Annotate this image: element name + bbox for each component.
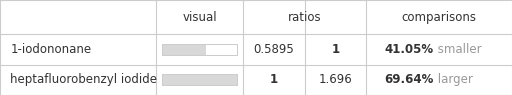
Bar (162, 74, 237, 85)
Text: ratios: ratios (288, 11, 322, 24)
Text: visual: visual (182, 11, 217, 24)
Text: 0.5895: 0.5895 (253, 43, 294, 56)
Text: smaller: smaller (434, 43, 482, 56)
Text: comparisons: comparisons (401, 11, 477, 24)
Text: 1-iodononane: 1-iodononane (10, 43, 91, 56)
Bar (162, 44, 237, 55)
Text: 1.696: 1.696 (318, 73, 352, 86)
Text: 1: 1 (270, 73, 278, 86)
Text: heptafluorobenzyl iodide: heptafluorobenzyl iodide (10, 73, 157, 86)
Bar (162, 44, 206, 55)
Bar (162, 74, 237, 85)
Text: 69.64%: 69.64% (385, 73, 434, 86)
Bar (162, 74, 237, 85)
Text: larger: larger (434, 73, 473, 86)
Text: 1: 1 (331, 43, 339, 56)
Bar (162, 44, 237, 55)
Text: 41.05%: 41.05% (385, 43, 434, 56)
